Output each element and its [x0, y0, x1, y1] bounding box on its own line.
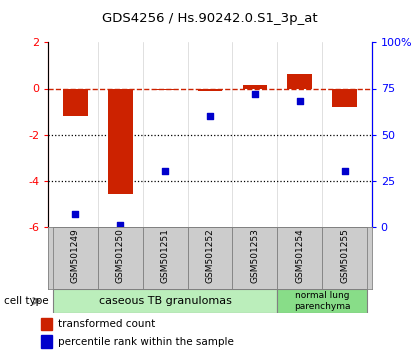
Text: normal lung
parenchyma: normal lung parenchyma — [294, 291, 351, 310]
Bar — [143, 227, 188, 289]
Point — [117, 222, 123, 228]
Text: percentile rank within the sample: percentile rank within the sample — [58, 337, 234, 347]
Text: GSM501252: GSM501252 — [205, 228, 215, 283]
Bar — [188, 227, 232, 289]
Text: GSM501250: GSM501250 — [116, 228, 125, 283]
Text: caseous TB granulomas: caseous TB granulomas — [99, 296, 231, 306]
Bar — [63, 88, 88, 116]
Point — [72, 211, 79, 217]
Bar — [232, 227, 277, 289]
Text: GDS4256 / Hs.90242.0.S1_3p_at: GDS4256 / Hs.90242.0.S1_3p_at — [102, 12, 318, 25]
Bar — [243, 85, 267, 88]
Bar — [277, 289, 367, 313]
Text: GSM501254: GSM501254 — [295, 228, 304, 283]
Point — [207, 113, 213, 119]
Point — [341, 169, 348, 174]
Bar — [277, 227, 322, 289]
Point — [297, 98, 303, 104]
Bar — [153, 88, 177, 90]
Text: cell type: cell type — [4, 296, 49, 306]
Point — [162, 169, 168, 174]
Bar — [98, 227, 143, 289]
Text: GSM501249: GSM501249 — [71, 228, 80, 283]
Bar — [322, 227, 367, 289]
Bar — [108, 88, 133, 194]
Bar — [332, 88, 357, 107]
Bar — [287, 74, 312, 88]
Bar — [41, 318, 52, 330]
Text: GSM501255: GSM501255 — [340, 228, 349, 283]
Text: GSM501253: GSM501253 — [250, 228, 260, 283]
Bar — [41, 335, 52, 348]
Bar — [198, 88, 222, 91]
Bar — [53, 289, 277, 313]
Point — [252, 91, 258, 97]
Bar — [53, 227, 98, 289]
Text: GSM501251: GSM501251 — [160, 228, 170, 283]
Text: transformed count: transformed count — [58, 319, 155, 329]
